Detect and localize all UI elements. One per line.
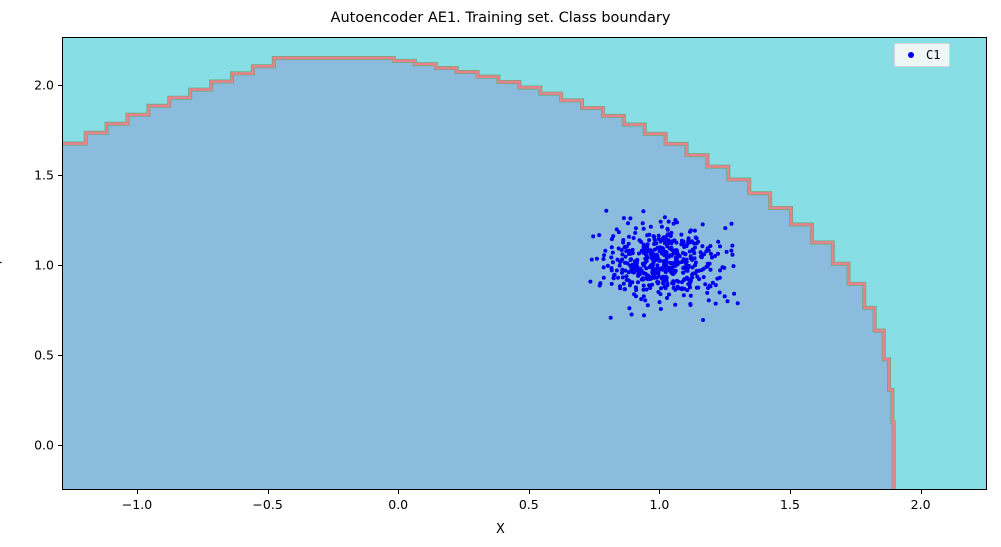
y-tick-mark [58, 264, 62, 266]
x-axis-label: X [496, 522, 505, 537]
y-axis-label: Y [0, 259, 6, 267]
x-tick-label: 1.0 [649, 497, 670, 512]
legend: C1 [894, 43, 951, 67]
legend-marker-icon [908, 52, 914, 58]
y-tick-mark [58, 174, 62, 176]
y-tick-label: 1.5 [34, 167, 54, 183]
y-tick-mark [58, 354, 62, 356]
x-tick-label: 2.0 [910, 497, 931, 512]
x-tick-mark [267, 490, 269, 494]
plot-svg [63, 38, 986, 489]
y-tick-mark [58, 444, 62, 446]
x-tick-mark [920, 490, 922, 494]
decision-boundary-line [63, 56, 895, 489]
plot-area [62, 37, 987, 490]
x-tick-mark [528, 490, 530, 494]
scatter-series-c1 [588, 208, 740, 322]
inside-region [63, 57, 894, 489]
x-tick-label: 0.5 [518, 497, 539, 512]
x-tick-mark [137, 490, 138, 494]
x-tick-mark [659, 490, 661, 494]
x-tick-label: 1.5 [780, 497, 800, 512]
x-tick-label: 0.0 [388, 497, 409, 512]
y-tick-mark [58, 85, 62, 86]
x-tick-mark [398, 490, 400, 494]
x-tick-label: −1.0 [121, 497, 153, 512]
legend-item-label: C1 [926, 48, 941, 62]
y-tick-label: 1.0 [34, 257, 54, 273]
y-tick-label: 0.0 [34, 437, 54, 453]
y-tick-label: 0.5 [34, 347, 54, 363]
x-tick-label: −0.5 [252, 497, 283, 512]
y-tick-label: 2.0 [34, 77, 54, 93]
x-tick-mark [790, 490, 791, 494]
page-title: Autoencoder AE1. Training set. Class bou… [330, 10, 671, 26]
